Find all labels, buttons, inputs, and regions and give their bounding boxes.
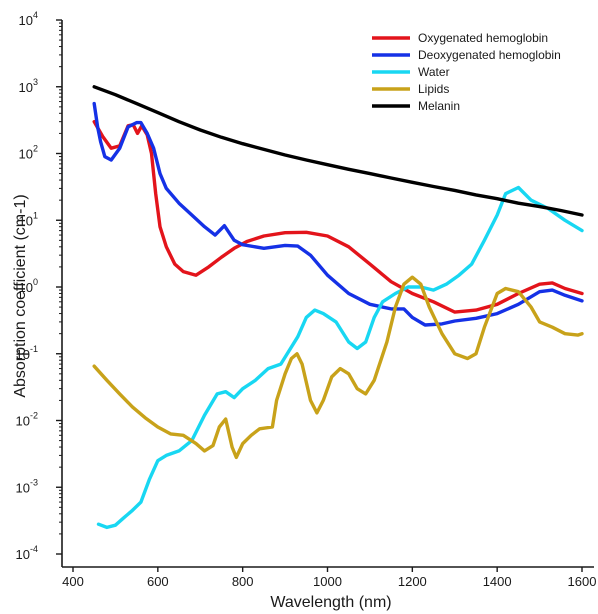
y-axis-title: Absorption coefficient (cm-1) — [12, 194, 29, 397]
series-lines — [92, 85, 584, 530]
legend-item: Melanin — [372, 99, 460, 113]
x-tick-label: 600 — [147, 574, 169, 589]
series-line-water — [96, 185, 584, 530]
legend: Oxygenated hemoglobin Deoxygenated hemogl… — [372, 31, 561, 113]
y-tick-label: 100 — [19, 277, 38, 295]
y-tick-label: 104 — [19, 10, 38, 28]
x-ticks: 400 600 800 1000 1200 1400 1600 — [62, 567, 596, 589]
y-tick-label: 102 — [19, 144, 38, 162]
legend-label: Water — [418, 65, 450, 79]
y-tick-label: 10-4 — [16, 544, 38, 562]
series-line-oxygenated-hemoglobin — [92, 120, 584, 314]
legend-item: Oxygenated hemoglobin — [372, 31, 548, 45]
x-tick-label: 1200 — [398, 574, 427, 589]
y-ticks: 104 103 102 101 100 10-1 10-2 10-3 10-4 — [16, 10, 62, 562]
legend-label: Deoxygenated hemoglobin — [418, 48, 561, 62]
x-tick-label: 1400 — [483, 574, 512, 589]
y-tick-label: 103 — [19, 77, 38, 95]
y-tick-label: 10-2 — [16, 411, 38, 429]
x-tick-label: 400 — [62, 574, 84, 589]
series-line-deoxygenated-hemoglobin — [92, 101, 584, 327]
axes — [61, 20, 594, 568]
series-line-melanin — [92, 85, 584, 217]
legend-label: Lipids — [418, 82, 449, 96]
series-line-lipids — [92, 275, 584, 460]
x-tick-label: 1600 — [568, 574, 597, 589]
legend-label: Melanin — [418, 99, 460, 113]
legend-label: Oxygenated hemoglobin — [418, 31, 548, 45]
legend-item: Lipids — [372, 82, 449, 96]
y-tick-label: 101 — [19, 210, 38, 228]
legend-item: Deoxygenated hemoglobin — [372, 48, 561, 62]
y-tick-label: 10-1 — [16, 344, 38, 362]
x-tick-label: 1000 — [313, 574, 342, 589]
legend-item: Water — [372, 65, 450, 79]
y-tick-label: 10-3 — [16, 477, 38, 495]
x-axis-title: Wavelength (nm) — [270, 594, 391, 611]
x-tick-label: 800 — [232, 574, 254, 589]
